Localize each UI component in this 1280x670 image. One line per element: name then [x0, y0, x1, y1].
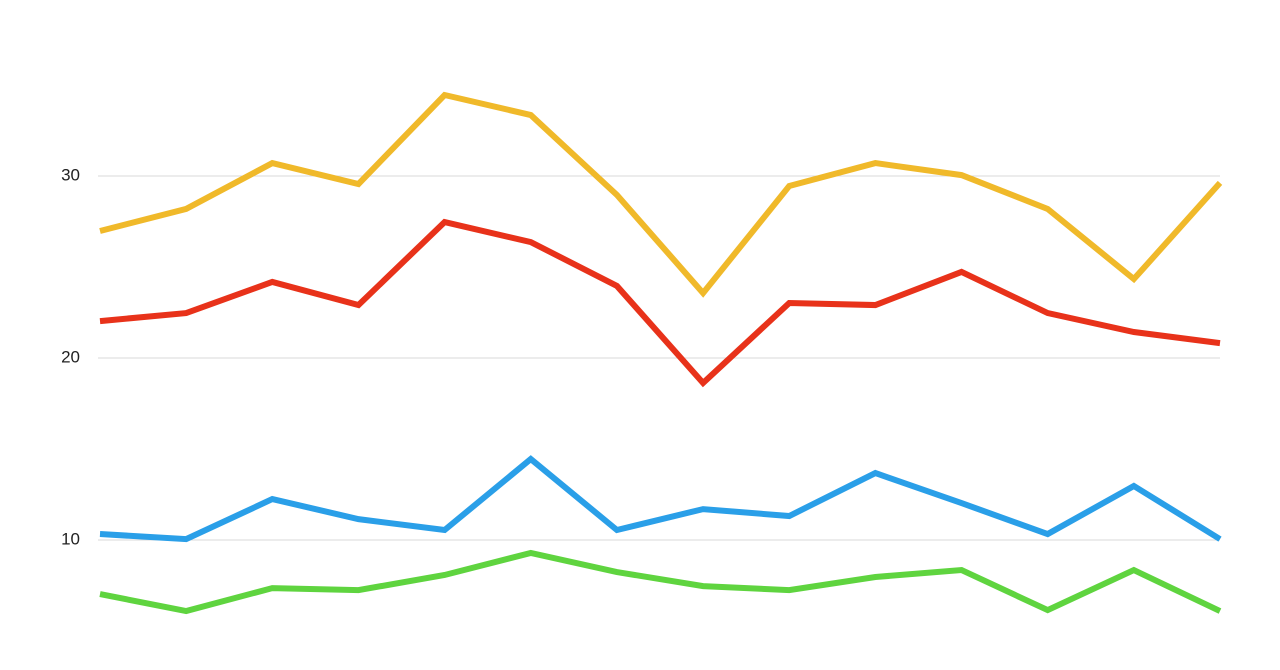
y-tick-label: 40	[61, 0, 80, 2]
y-tick-label: 20	[61, 348, 80, 367]
series-line	[99, 91, 1223, 298]
series-line	[99, 455, 1222, 543]
series-line	[99, 549, 1222, 615]
y-tick-label: 10	[61, 530, 80, 549]
y-tick-label: 30	[61, 165, 80, 184]
series-line	[99, 218, 1221, 388]
